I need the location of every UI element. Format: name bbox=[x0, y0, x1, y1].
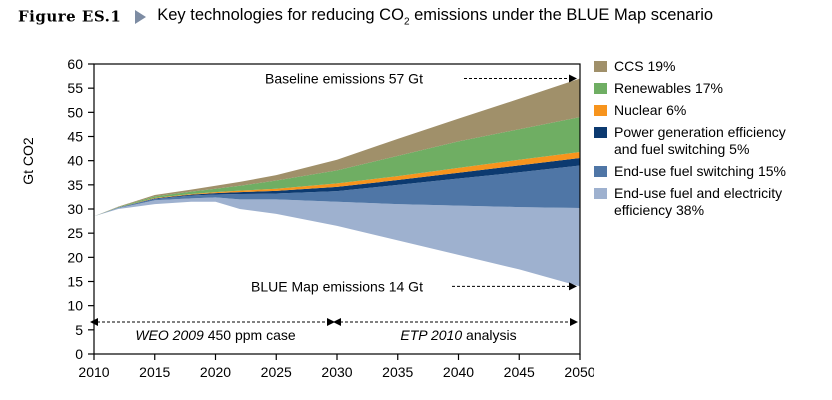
legend-item: End-use fuel and electricity efficiency 3… bbox=[594, 185, 826, 219]
legend-label: and fuel switching 5% bbox=[614, 141, 750, 157]
x-tick-label: 2030 bbox=[321, 364, 352, 380]
area-end-use-fuel-switching bbox=[94, 165, 580, 217]
x-tick-label: 2010 bbox=[78, 364, 109, 380]
y-tick-label: 15 bbox=[67, 274, 83, 290]
x-tick-label: 2020 bbox=[200, 364, 231, 380]
y-tick-label: 60 bbox=[67, 56, 83, 72]
figure-title: Key technologies for reducing CO2 emissi… bbox=[157, 6, 714, 28]
x-tick-label: 2045 bbox=[504, 364, 535, 380]
legend-swatch bbox=[594, 127, 607, 138]
area-end-use-fuel-electricity-efficiency bbox=[94, 197, 580, 287]
legend-item: Nuclear 6% bbox=[594, 102, 826, 119]
x-tick-label: 2040 bbox=[443, 364, 474, 380]
y-tick-label: 20 bbox=[67, 249, 83, 265]
y-tick-label: 40 bbox=[67, 153, 83, 169]
area-power-generation-efficiency bbox=[94, 158, 580, 217]
period-label-1: ETP 2010 analysis bbox=[400, 327, 516, 343]
x-tick-label: 2050 bbox=[564, 364, 594, 380]
y-tick-label: 45 bbox=[67, 129, 83, 145]
y-tick-label: 35 bbox=[67, 177, 83, 193]
y-tick-label: 10 bbox=[67, 298, 83, 314]
legend-label: End-use fuel switching 15% bbox=[614, 163, 786, 179]
x-tick-label: 2025 bbox=[261, 364, 292, 380]
x-tick-label: 2015 bbox=[139, 364, 170, 380]
legend-label: Power generation efficiency bbox=[614, 124, 786, 140]
area-nuclear bbox=[94, 151, 580, 217]
figure-label: Figure ES.1 bbox=[18, 7, 122, 26]
y-tick-label: 0 bbox=[75, 346, 83, 362]
legend-swatch bbox=[594, 83, 607, 94]
legend-label: End-use fuel and electricity bbox=[614, 185, 783, 201]
figure-title-main: Key technologies for reducing CO bbox=[157, 6, 404, 24]
y-tick-label: 25 bbox=[67, 225, 83, 241]
legend: CCS 19% Renewables 17% Nuclear 6% Power gen… bbox=[594, 58, 826, 224]
legend-item: End-use fuel switching 15% bbox=[594, 163, 826, 180]
legend-label: CCS 19% bbox=[614, 58, 676, 74]
period-label-suffix: 450 ppm case bbox=[204, 327, 296, 343]
y-tick-label: 55 bbox=[67, 80, 83, 96]
blue-map-emissions-label: BLUE Map emissions 14 Gt bbox=[251, 278, 423, 294]
legend-item: CCS 19% bbox=[594, 58, 826, 75]
period-label-prefix: WEO 2009 bbox=[135, 327, 204, 343]
legend-swatch bbox=[594, 166, 607, 177]
triangle-arrow-icon bbox=[134, 9, 146, 24]
period-label-0: WEO 2009 450 ppm case bbox=[135, 327, 296, 343]
area-renewables bbox=[94, 117, 580, 217]
legend-swatch bbox=[594, 188, 607, 199]
figure-header: Figure ES.1 Key technologies for reducin… bbox=[18, 6, 818, 34]
figure-title-rest: emissions under the BLUE Map scenario bbox=[409, 6, 714, 24]
baseline-emissions-label: Baseline emissions 57 Gt bbox=[265, 71, 423, 87]
period-label-prefix: ETP 2010 bbox=[400, 327, 462, 343]
y-axis-label: Gt CO2 bbox=[20, 137, 36, 185]
y-tick-label: 5 bbox=[75, 322, 83, 338]
y-tick-label: 50 bbox=[67, 104, 83, 120]
legend-label: Renewables 17% bbox=[614, 80, 723, 96]
legend-label: Nuclear 6% bbox=[614, 102, 687, 118]
legend-item: Renewables 17% bbox=[594, 80, 826, 97]
legend-item: Power generation efficiency and fuel swit… bbox=[594, 124, 826, 158]
figure-title-subscript: 2 bbox=[403, 16, 410, 28]
legend-swatch bbox=[594, 61, 607, 72]
legend-label: efficiency 38% bbox=[614, 202, 705, 218]
period-label-suffix: analysis bbox=[462, 327, 516, 343]
y-tick-label: 30 bbox=[67, 201, 83, 217]
x-tick-label: 2035 bbox=[382, 364, 413, 380]
legend-swatch bbox=[594, 105, 607, 116]
